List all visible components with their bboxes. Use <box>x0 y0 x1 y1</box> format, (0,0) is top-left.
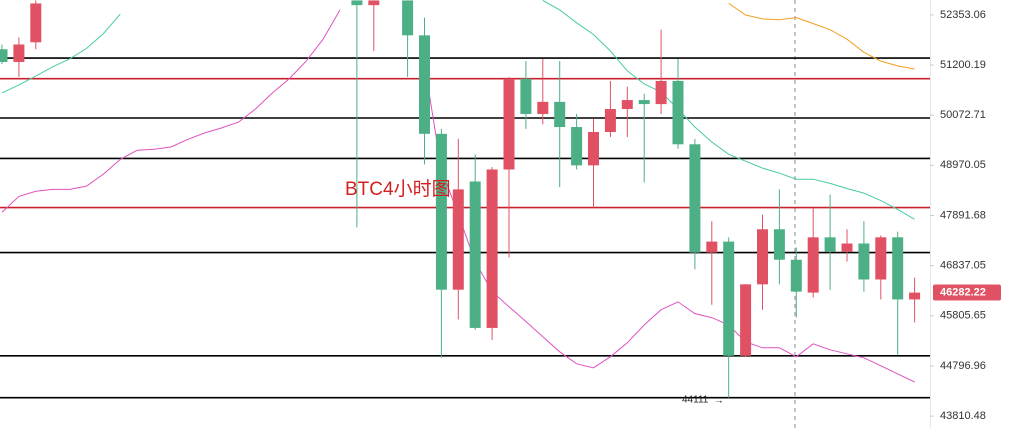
candle-body <box>621 100 633 110</box>
y-tick-label: 47891.68 <box>940 209 986 221</box>
ma-line <box>1 0 915 220</box>
candle-body <box>672 80 684 145</box>
candle-body <box>435 133 447 290</box>
candle-body <box>875 237 887 280</box>
chart-title: BTC4小时图 <box>345 178 451 200</box>
y-tick-label: 46837.05 <box>940 260 986 272</box>
candle-body <box>402 0 414 36</box>
candle-body <box>723 241 735 356</box>
y-tick-label: 50072.71 <box>940 109 986 121</box>
candle-body <box>790 259 802 292</box>
candle-body <box>571 127 583 166</box>
candle-body <box>892 237 904 300</box>
candle-body <box>604 109 616 133</box>
candle-body <box>13 44 25 62</box>
candle-body <box>655 80 667 105</box>
candle-body <box>824 237 836 252</box>
candle-body <box>807 237 819 293</box>
candle-body <box>740 284 752 356</box>
ma-line <box>728 2 915 70</box>
candle-body <box>773 229 785 260</box>
candle-body <box>0 49 8 62</box>
candle-body <box>520 78 532 114</box>
candle-body <box>486 169 498 328</box>
candle-body <box>452 189 464 290</box>
candle-body <box>351 0 363 6</box>
candle-body <box>858 243 870 280</box>
candle-body <box>588 132 599 166</box>
low-label: 44111 <box>682 395 709 406</box>
last-price-box <box>933 284 1001 301</box>
candle-body <box>757 229 768 285</box>
candle-body <box>554 101 566 128</box>
y-tick-label: 43810.48 <box>940 410 986 422</box>
y-tick-label: 45805.65 <box>940 310 986 322</box>
ma-line <box>1 9 915 383</box>
candle-body <box>841 243 853 252</box>
candle-body <box>909 292 921 300</box>
candle-body <box>368 0 380 6</box>
last-price-label: 46282.22 <box>940 286 986 298</box>
y-tick-label: 44796.96 <box>940 360 986 372</box>
candle-body <box>638 100 650 105</box>
low-arrow: → <box>714 396 724 407</box>
candle-body <box>706 241 718 253</box>
candle-body <box>689 144 701 253</box>
candle-body <box>469 181 481 328</box>
y-tick-label: 51200.19 <box>940 59 986 71</box>
candle-body <box>503 78 515 170</box>
candle-body <box>537 101 549 114</box>
candle-body <box>419 35 430 134</box>
candle-body <box>30 3 42 43</box>
y-tick-label: 48970.05 <box>940 159 986 171</box>
y-tick-label: 52353.06 <box>940 9 986 21</box>
